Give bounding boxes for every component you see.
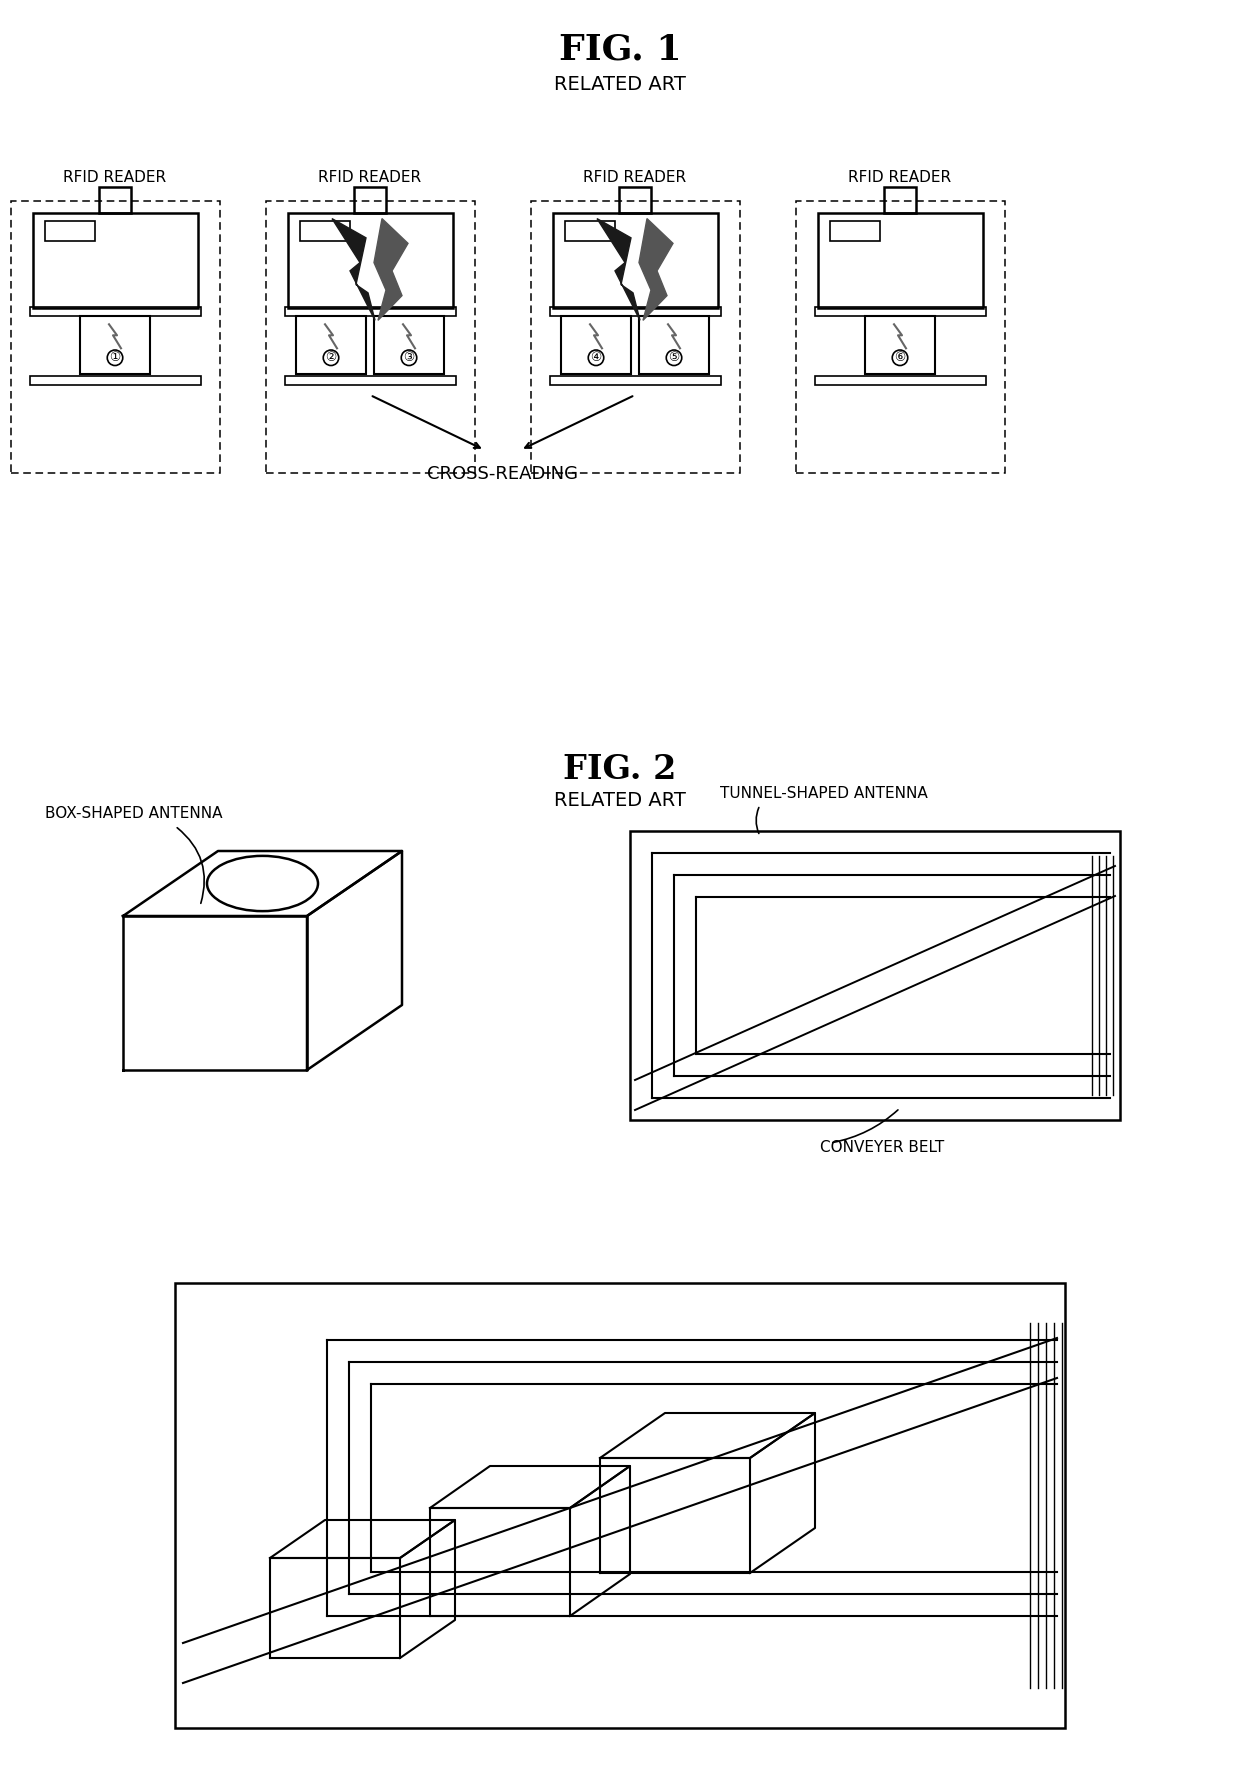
Bar	[815, 307, 986, 316]
Text: ③: ③	[403, 351, 414, 363]
Text: RFID READER: RFID READER	[319, 170, 422, 184]
Text: ⑤: ⑤	[668, 351, 680, 363]
Bar	[553, 213, 718, 309]
Text: CONVEYER BELT: CONVEYER BELT	[820, 1140, 944, 1154]
Bar	[288, 213, 453, 309]
Text: TUNNEL-SHAPED ANTENNA: TUNNEL-SHAPED ANTENNA	[720, 785, 928, 801]
Bar	[830, 222, 879, 241]
Bar	[265, 200, 475, 473]
Text: CROSS-READING: CROSS-READING	[427, 465, 578, 482]
Bar	[32, 213, 197, 309]
Text: BOX-SHAPED ANTENNA: BOX-SHAPED ANTENNA	[45, 807, 222, 821]
Bar	[815, 376, 986, 385]
Bar	[353, 186, 386, 213]
Bar	[817, 213, 982, 309]
Bar	[549, 376, 720, 385]
Text: FIG. 1: FIG. 1	[559, 34, 681, 67]
Bar	[374, 316, 444, 374]
Bar	[175, 1284, 1065, 1729]
Bar	[284, 376, 455, 385]
Bar	[10, 200, 219, 473]
Bar	[531, 200, 739, 473]
Polygon shape	[332, 218, 374, 321]
Bar	[796, 200, 1004, 473]
Bar	[619, 186, 651, 213]
Bar	[296, 316, 366, 374]
Bar	[284, 307, 455, 316]
Text: ②: ②	[325, 351, 336, 363]
Text: ④: ④	[590, 351, 601, 363]
Bar	[99, 186, 131, 213]
Text: FIG. 2: FIG. 2	[563, 754, 677, 785]
Text: RFID READER: RFID READER	[63, 170, 166, 184]
Text: RELATED ART: RELATED ART	[554, 74, 686, 94]
Bar	[560, 316, 631, 374]
Bar	[30, 376, 201, 385]
Text: RFID READER: RFID READER	[584, 170, 687, 184]
Bar	[45, 222, 94, 241]
Bar	[30, 307, 201, 316]
Bar	[884, 186, 916, 213]
Polygon shape	[374, 218, 408, 321]
Bar	[866, 316, 935, 374]
Text: RFID READER: RFID READER	[848, 170, 951, 184]
Bar	[630, 832, 1120, 1121]
Bar	[81, 316, 150, 374]
Text: ①: ①	[109, 351, 120, 363]
Polygon shape	[639, 218, 673, 321]
Text: RELATED ART: RELATED ART	[554, 791, 686, 810]
Text: ⑥: ⑥	[894, 351, 905, 363]
Polygon shape	[596, 218, 640, 321]
Bar	[300, 222, 350, 241]
Bar	[549, 307, 720, 316]
Bar	[564, 222, 615, 241]
Bar	[639, 316, 709, 374]
